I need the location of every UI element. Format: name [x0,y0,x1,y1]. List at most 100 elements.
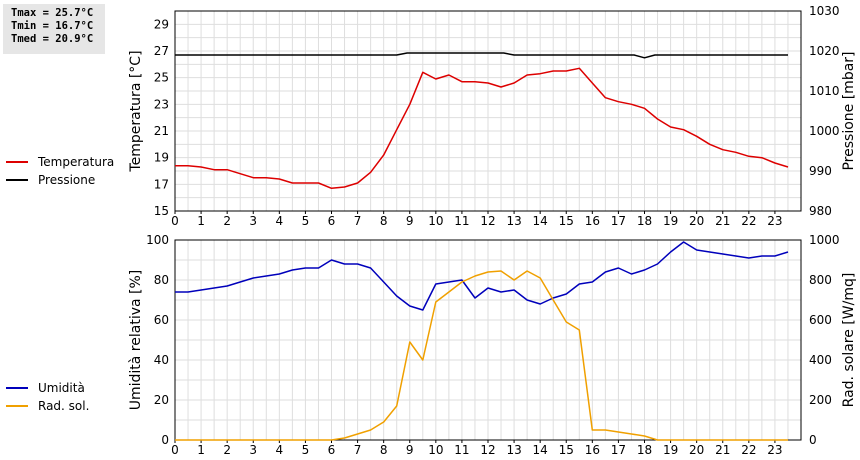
hum-y-tick-label: 20 [154,393,169,407]
temp-y-tick-label: 19 [154,151,169,165]
temp-x-tick-label: 1 [197,214,205,228]
temp-x-tick-label: 0 [171,214,179,228]
temp-x-tick-label: 7 [354,214,362,228]
temp-x-tick-label: 18 [637,214,652,228]
legend-item-umidita: Umidità [6,379,89,397]
legend-label-temperatura: Temperatura [38,155,115,169]
hum-x-tick-label: 19 [663,443,678,457]
temp-x-tick-label: 15 [559,214,574,228]
hum-x-tick-label: 21 [715,443,730,457]
hum-y2-tick-label: 400 [809,353,832,367]
legend-item-radsol: Rad. sol. [6,397,89,415]
temp-y2-tick-label: 980 [809,204,832,218]
temp-y2-tick-label: 990 [809,164,832,178]
temp-y-tick-label: 21 [154,124,169,138]
hum-x-tick-label: 7 [354,443,362,457]
hum-x-tick-label: 0 [171,443,179,457]
temp-x-tick-label: 2 [223,214,231,228]
hum-y-tick-label: 0 [161,433,169,447]
legend-top: Temperatura Pressione [6,153,114,189]
temp-y2-tick-label: 1020 [809,44,840,58]
temp-x-tick-label: 16 [585,214,600,228]
hum-x-tick-label: 20 [689,443,704,457]
hum-y2-tick-label: 1000 [809,233,840,247]
legend-label-pressione: Pressione [38,173,96,187]
hum-x-tick-label: 23 [767,443,782,457]
temp-series-1-line [175,67,789,190]
stat-tmax: Tmax = 25.7°C [11,7,94,19]
temp-x-tick-label: 5 [302,214,310,228]
temp-x-tick-label: 6 [328,214,336,228]
hum-y-tick-label: 80 [154,273,169,287]
legend-swatch-pressione [6,179,28,181]
hum-y2-tick-label: 600 [809,313,832,327]
temp-x-tick-label: 17 [611,214,626,228]
temp-y-tick-label: 23 [154,97,169,111]
temp-x-tick-label: 8 [380,214,388,228]
temp-x-tick-label: 13 [506,214,521,228]
hum-x-tick-label: 9 [406,443,414,457]
legend-label-radsol: Rad. sol. [38,399,90,413]
temp-x-tick-label: 23 [767,214,782,228]
temp-y-tick-label: 17 [154,177,169,191]
stat-tmed: Tmed = 20.9°C [11,33,94,45]
hum-x-tick-label: 12 [480,443,495,457]
hum-y2-axis-label: Rad. solare [W/mq] [841,273,857,408]
temp-series-2-line [175,52,788,59]
hum-x-tick-label: 2 [223,443,231,457]
hum-x-tick-label: 11 [454,443,469,457]
temp-y2-tick-label: 1030 [809,4,840,18]
temp-y-tick-label: 25 [154,71,169,85]
hum-x-tick-label: 13 [506,443,521,457]
hum-x-tick-label: 22 [741,443,756,457]
legend-swatch-radsol [6,405,28,407]
hum-series-1-line [175,241,789,311]
temp-y2-tick-label: 1010 [809,84,840,98]
hum-y-tick-label: 40 [154,353,169,367]
temp-x-tick-label: 10 [428,214,443,228]
hum-x-tick-label: 5 [302,443,310,457]
hum-y2-tick-label: 800 [809,273,832,287]
hum-x-tick-label: 8 [380,443,388,457]
hum-y-axis-label: Umidità relativa [%] [128,270,144,411]
temp-x-tick-label: 21 [715,214,730,228]
hum-x-tick-label: 18 [637,443,652,457]
legend-item-pressione: Pressione [6,171,114,189]
temp-x-tick-label: 19 [663,214,678,228]
legend-label-umidita: Umidità [38,381,85,395]
temp-y2-axis-label: Pressione [mbar] [841,51,857,170]
hum-x-tick-label: 15 [559,443,574,457]
hum-y2-tick-label: 200 [809,393,832,407]
legend-swatch-temperatura [6,161,28,163]
hum-x-tick-label: 16 [585,443,600,457]
hum-x-tick-label: 17 [611,443,626,457]
temp-x-tick-label: 11 [454,214,469,228]
temp-x-tick-label: 12 [480,214,495,228]
hum-x-tick-label: 6 [328,443,336,457]
legend-swatch-umidita [6,387,28,389]
hum-y2-tick-label: 0 [809,433,817,447]
temp-x-tick-label: 14 [533,214,548,228]
hum-series-2-line [175,270,788,441]
stat-tmin: Tmin = 16.7°C [11,20,94,32]
legend-item-temperatura: Temperatura [6,153,114,171]
temp-y-axis-label: Temperatura [°C] [128,50,144,172]
hum-x-tick-label: 3 [249,443,257,457]
hum-x-tick-label: 1 [197,443,205,457]
temp-y-tick-label: 15 [154,204,169,218]
hum-x-tick-label: 4 [276,443,284,457]
legend-bottom: Umidità Rad. sol. [6,379,89,415]
hum-x-tick-label: 14 [533,443,548,457]
temp-y-tick-label: 29 [154,17,169,31]
temp-x-tick-label: 4 [276,214,284,228]
hum-y-tick-label: 100 [146,233,169,247]
temp-x-tick-label: 20 [689,214,704,228]
temp-y2-tick-label: 1000 [809,124,840,138]
temp-x-tick-label: 22 [741,214,756,228]
temp-y-tick-label: 27 [154,44,169,58]
temp-x-tick-label: 9 [406,214,414,228]
stats-box: Tmax = 25.7°C Tmin = 16.7°C Tmed = 20.9°… [3,4,105,54]
hum-y-tick-label: 60 [154,313,169,327]
hum-x-tick-label: 10 [428,443,443,457]
